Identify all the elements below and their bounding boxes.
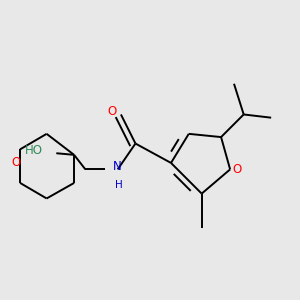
Text: O: O	[12, 156, 21, 169]
Text: O: O	[107, 105, 116, 118]
Text: N: N	[113, 160, 122, 173]
Text: O: O	[232, 163, 242, 176]
Text: HO: HO	[25, 143, 43, 157]
Text: H: H	[116, 180, 123, 190]
